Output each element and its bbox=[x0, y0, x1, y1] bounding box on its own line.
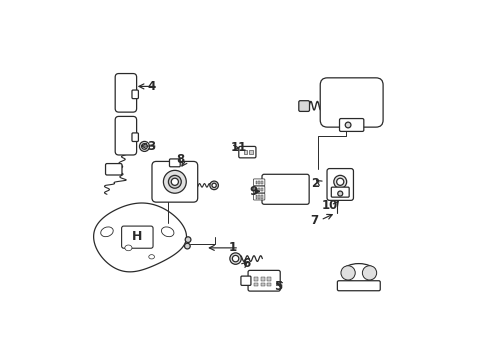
Text: 9: 9 bbox=[249, 185, 257, 198]
FancyBboxPatch shape bbox=[152, 161, 197, 202]
Bar bbox=[244, 150, 247, 154]
Bar bbox=[258, 195, 260, 199]
Circle shape bbox=[333, 175, 346, 188]
Text: 4: 4 bbox=[147, 80, 156, 93]
FancyBboxPatch shape bbox=[122, 226, 153, 248]
FancyBboxPatch shape bbox=[298, 101, 309, 111]
Circle shape bbox=[362, 266, 376, 280]
Ellipse shape bbox=[161, 227, 174, 237]
Circle shape bbox=[184, 243, 190, 249]
FancyBboxPatch shape bbox=[253, 186, 264, 193]
Circle shape bbox=[229, 253, 241, 264]
Circle shape bbox=[345, 122, 350, 128]
Bar bbox=[260, 283, 264, 286]
Circle shape bbox=[232, 255, 238, 262]
Ellipse shape bbox=[124, 245, 132, 251]
Text: 11: 11 bbox=[230, 141, 246, 154]
Circle shape bbox=[163, 170, 186, 193]
FancyBboxPatch shape bbox=[115, 116, 136, 155]
FancyBboxPatch shape bbox=[241, 276, 250, 285]
Text: 7: 7 bbox=[310, 213, 318, 226]
FancyBboxPatch shape bbox=[115, 73, 136, 112]
Text: 1: 1 bbox=[228, 241, 237, 255]
Bar bbox=[254, 283, 258, 286]
Circle shape bbox=[336, 178, 343, 185]
Bar bbox=[248, 150, 252, 154]
Bar bbox=[258, 188, 260, 192]
FancyBboxPatch shape bbox=[320, 78, 382, 127]
FancyBboxPatch shape bbox=[247, 270, 280, 291]
Text: 3: 3 bbox=[147, 140, 155, 153]
Bar bbox=[260, 277, 264, 281]
FancyBboxPatch shape bbox=[253, 179, 264, 186]
FancyBboxPatch shape bbox=[238, 147, 255, 158]
Circle shape bbox=[139, 141, 149, 152]
Ellipse shape bbox=[341, 264, 375, 282]
Circle shape bbox=[209, 181, 218, 190]
Circle shape bbox=[340, 266, 354, 280]
Ellipse shape bbox=[148, 255, 154, 259]
Ellipse shape bbox=[101, 227, 113, 237]
Bar bbox=[255, 188, 257, 192]
Text: 10: 10 bbox=[321, 198, 337, 212]
FancyBboxPatch shape bbox=[132, 133, 138, 141]
Bar bbox=[258, 181, 260, 184]
FancyBboxPatch shape bbox=[339, 118, 363, 131]
FancyBboxPatch shape bbox=[262, 174, 308, 204]
Text: 8: 8 bbox=[176, 153, 184, 166]
Bar bbox=[266, 277, 271, 281]
Bar bbox=[255, 195, 257, 199]
Polygon shape bbox=[93, 203, 186, 272]
FancyBboxPatch shape bbox=[337, 281, 380, 291]
Bar bbox=[266, 283, 271, 286]
Bar bbox=[261, 181, 263, 184]
FancyBboxPatch shape bbox=[132, 90, 138, 99]
Text: 2: 2 bbox=[310, 177, 319, 190]
Circle shape bbox=[185, 237, 190, 243]
Circle shape bbox=[171, 178, 178, 185]
Circle shape bbox=[337, 191, 342, 196]
FancyBboxPatch shape bbox=[169, 159, 180, 167]
FancyBboxPatch shape bbox=[105, 163, 122, 175]
Circle shape bbox=[142, 144, 147, 149]
FancyBboxPatch shape bbox=[253, 193, 264, 200]
Bar bbox=[254, 277, 258, 281]
Bar bbox=[261, 188, 263, 192]
Circle shape bbox=[212, 183, 216, 188]
Text: 5: 5 bbox=[274, 280, 282, 293]
Circle shape bbox=[168, 175, 181, 188]
Text: H: H bbox=[132, 230, 142, 243]
FancyBboxPatch shape bbox=[331, 187, 348, 197]
Bar bbox=[261, 195, 263, 199]
Text: 6: 6 bbox=[242, 257, 250, 270]
FancyBboxPatch shape bbox=[326, 168, 353, 201]
Bar bbox=[255, 181, 257, 184]
